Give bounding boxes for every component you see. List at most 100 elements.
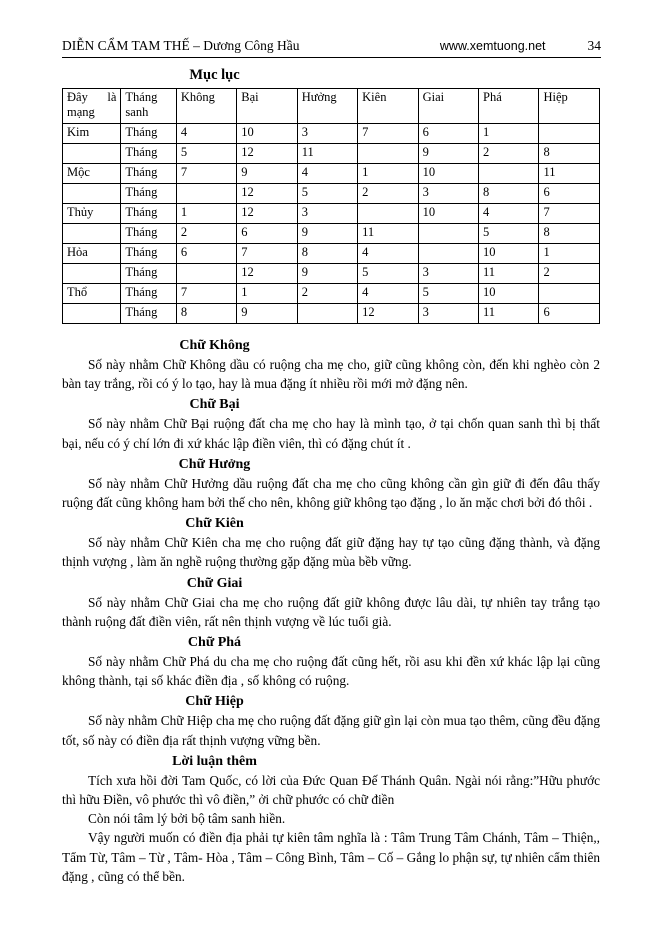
section-heading: Chữ Không <box>179 338 250 353</box>
section-heading: Chữ Hưởng <box>178 456 251 472</box>
table-row: Tháng 8 9 12 3 11 6 <box>61 303 600 324</box>
cell-hiep: 11 <box>538 163 600 184</box>
section-heading: Chữ Hiệp <box>185 694 244 710</box>
table-caption: Mục lục <box>189 67 240 83</box>
table-row: Hỏa Tháng 6 7 8 4 10 1 <box>61 243 600 264</box>
cell-giai: 9 <box>417 143 480 164</box>
cell-huong: 5 <box>296 183 359 204</box>
cell-hiep: 8 <box>538 223 600 244</box>
cell-kien <box>357 203 419 224</box>
cell-hiep <box>538 283 600 304</box>
cell-khong: 1 <box>175 203 238 224</box>
cell-huong: 3 <box>296 203 359 224</box>
table-header-row: Đây là mạng Tháng sanh Không Bại Hưởng K… <box>61 88 600 124</box>
cell-giai: 6 <box>417 123 480 144</box>
cell-hiep: 1 <box>538 243 600 264</box>
section-paragraph: Số này nhằm Chữ Hiệp cha mẹ cho ruộng đấ… <box>62 713 600 748</box>
article-body: Chữ Không Số này nhằm Chữ Không dầu có ru… <box>62 336 601 886</box>
cell-thang: Tháng <box>120 143 177 164</box>
cell-giai: 10 <box>417 203 480 224</box>
cell-pha: 4 <box>478 203 540 224</box>
column-header-huong: Hưởng <box>296 88 359 124</box>
section-paragraph: Số này nhằm Chữ Giai cha mẹ cho ruộng đấ… <box>62 594 600 629</box>
table-row: Thổ Tháng 7 1 2 4 5 10 <box>61 283 600 304</box>
cell-hiep: 2 <box>538 263 600 284</box>
column-header-thang: Tháng <box>125 90 158 104</box>
cell-bai: 10 <box>236 123 298 144</box>
cell-khong: 2 <box>175 223 238 244</box>
cell-huong: 4 <box>296 163 359 184</box>
cell-kien <box>357 143 419 164</box>
cell-bai: 9 <box>236 163 298 184</box>
cell-khong: 4 <box>175 123 238 144</box>
cell-giai: 3 <box>417 263 480 284</box>
section-paragraph: Số này nhằm Chữ Hưởng dầu ruộng đất cha … <box>62 475 600 511</box>
cell-kien: 7 <box>357 123 419 144</box>
cell-khong: 8 <box>175 303 238 324</box>
column-header-khong: Không <box>175 88 238 124</box>
cell-huong: 11 <box>296 143 359 164</box>
closing-paragraph-1: Tích xưa hồi đời Tam Quốc, có lời của Đứ… <box>62 772 600 808</box>
cell-kien: 11 <box>357 223 419 244</box>
cell-hiep: 7 <box>538 203 600 224</box>
table-row: Tháng 5 12 11 9 2 8 <box>61 143 600 164</box>
cell-kien: 12 <box>357 303 419 324</box>
cell-bai: 12 <box>236 203 298 224</box>
cell-kien: 2 <box>357 183 419 204</box>
table-row: Tháng 2 6 9 11 5 8 <box>61 223 600 244</box>
cell-giai <box>417 223 480 244</box>
cell-bai: 12 <box>236 263 298 284</box>
section-heading: Chữ Kiên <box>185 516 244 532</box>
header-book-title: DIỄN CẨM TAM THẾ – Dương Công Hầu <box>62 38 300 53</box>
table-row: Kim Tháng 4 10 3 7 6 1 <box>61 123 600 144</box>
cell-hiep: 6 <box>538 183 600 204</box>
cell-huong: 9 <box>296 263 359 284</box>
section-paragraph: Số này nhằm Chữ Không dầu có ruộng cha m… <box>62 357 600 392</box>
cell-mang <box>61 143 122 164</box>
cell-bai: 12 <box>236 143 298 164</box>
cell-pha: 10 <box>478 283 540 304</box>
cell-giai <box>417 243 480 264</box>
cell-bai: 9 <box>236 303 298 324</box>
cell-hiep: 6 <box>538 303 600 324</box>
section-paragraph: Số này nhằm Chữ Kiên cha mẹ cho ruộng đấ… <box>62 535 600 570</box>
cell-pha: 2 <box>478 143 540 164</box>
column-header-pha: Phá <box>478 88 540 124</box>
cell-pha: 5 <box>478 223 540 244</box>
cell-pha: 10 <box>478 243 540 264</box>
section-heading: Chữ Giai <box>186 575 243 591</box>
section-heading: Chữ Phá <box>187 635 242 651</box>
closing-paragraph-3: Vậy người muốn có điền địa phải tự kiên … <box>62 830 600 884</box>
header-rule <box>62 57 601 58</box>
cell-huong: 8 <box>296 243 359 264</box>
cell-thang: Tháng <box>120 163 177 184</box>
cell-giai: 10 <box>417 163 480 184</box>
cell-pha: 1 <box>478 123 540 144</box>
cell-mang: Thổ <box>61 283 122 304</box>
cell-bai: 6 <box>236 223 298 244</box>
cell-giai: 5 <box>417 283 480 304</box>
sections-container: Chữ Không Số này nhằm Chữ Không dầu có ru… <box>62 336 601 750</box>
cell-thang: Tháng <box>120 303 177 324</box>
cell-khong <box>175 183 238 204</box>
header-page-number: 34 <box>587 38 602 53</box>
thang-sanh-table: Đây là mạng Tháng sanh Không Bại Hưởng K… <box>61 88 600 324</box>
cell-kien: 5 <box>357 263 419 284</box>
cell-thang: Tháng <box>120 223 177 244</box>
table-body: Kim Tháng 4 10 3 7 6 1 Tháng 5 12 11 9 2 8 Mộc Tháng 7 9 4 1… <box>61 123 600 324</box>
cell-khong: 6 <box>175 243 238 264</box>
cell-mang <box>61 223 122 244</box>
table-row: Mộc Tháng 7 9 4 1 10 11 <box>61 163 600 184</box>
cell-huong: 2 <box>296 283 359 304</box>
cell-khong: 5 <box>175 143 238 164</box>
cell-mang <box>61 263 122 284</box>
cell-mang: Mộc <box>61 163 122 184</box>
header-website: www.xemtuong.net <box>439 39 546 53</box>
cell-pha: 11 <box>478 263 540 284</box>
column-header-mang-part3: mạng <box>67 104 95 119</box>
cell-khong <box>175 263 238 284</box>
cell-hiep <box>538 123 600 144</box>
column-header-sanh: sanh <box>125 104 149 119</box>
cell-huong: 9 <box>296 223 359 244</box>
